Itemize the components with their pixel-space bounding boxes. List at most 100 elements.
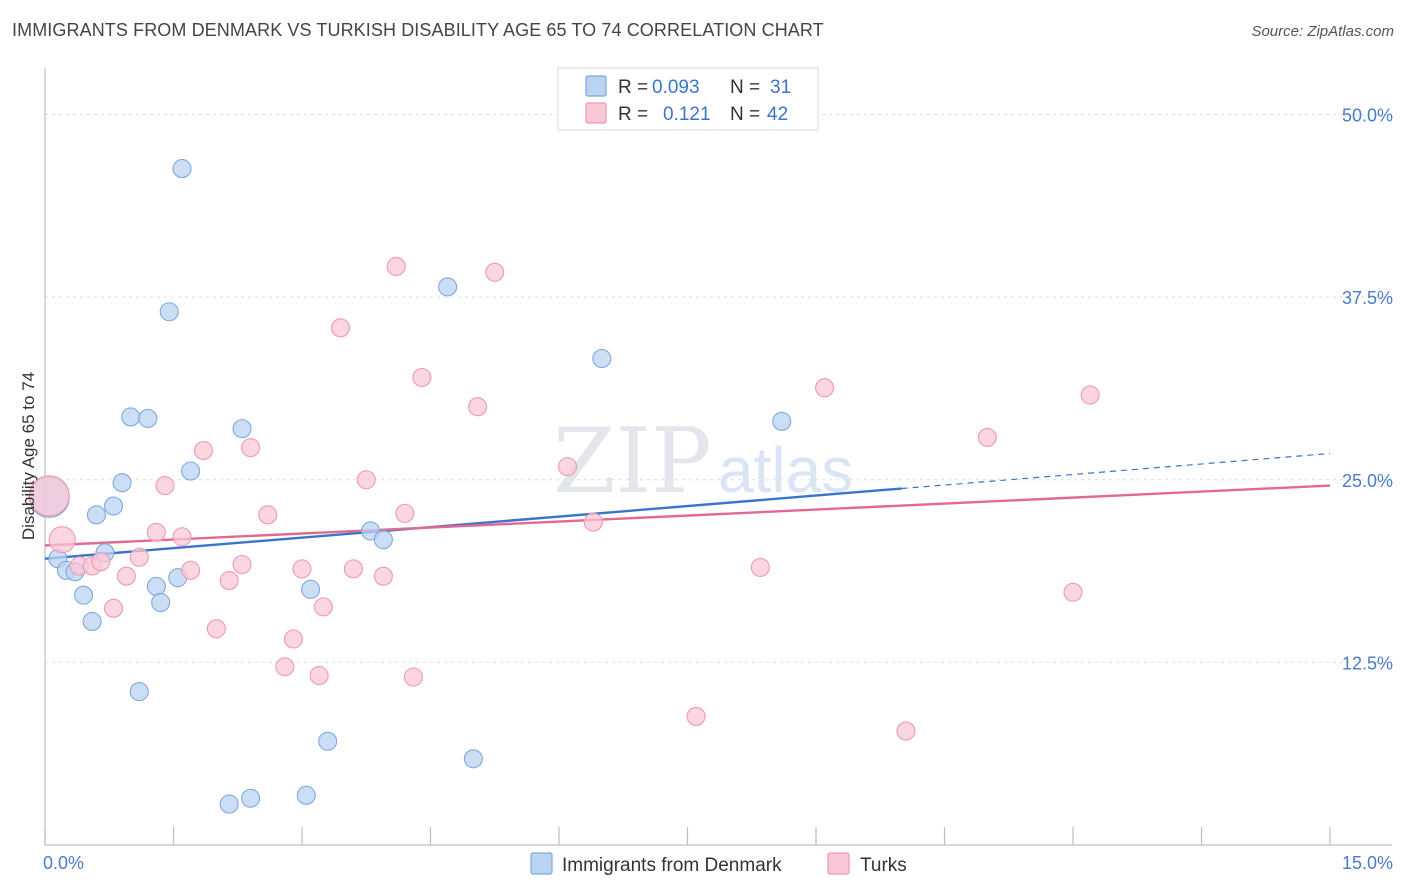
point-denmark-24 (318, 731, 338, 751)
legend-r-label-2: R = (618, 104, 648, 125)
point-turks-9 (155, 476, 175, 496)
point-denmark-17 (172, 159, 192, 179)
point-denmark-29 (592, 348, 612, 369)
legend-n-label-1: N = (730, 77, 760, 98)
point-turks-7 (129, 547, 149, 567)
point-turks-8 (146, 522, 166, 542)
point-turks-17 (258, 505, 278, 525)
legend-r-label-1: R = (618, 77, 648, 98)
bottom-legend-label-denmark: Immigrants from Denmark (562, 855, 782, 876)
point-turks-15 (232, 554, 252, 575)
x-tick-label-1: 15.0% (1342, 853, 1393, 873)
data-points (28, 159, 1100, 814)
legend-n-value-1: 31 (770, 77, 791, 98)
point-turks-16 (241, 438, 261, 458)
point-turks-4 (91, 552, 111, 572)
gridlines (45, 114, 1392, 663)
legend-swatch-denmark (585, 75, 607, 97)
x-tick-label-0: 0.0% (43, 853, 84, 873)
axes (44, 68, 1392, 846)
point-turks-40 (1063, 582, 1083, 602)
legend-n-label-2: N = (730, 104, 760, 125)
point-turks-27 (386, 256, 406, 277)
point-denmark-11 (129, 682, 149, 702)
bottom-legend: Immigrants from Denmark Turks (530, 852, 907, 876)
trend-line-denmark-extension (901, 452, 1331, 490)
point-turks-24 (343, 559, 363, 579)
y-tick-label-2: 37.5% (1342, 288, 1393, 308)
legend: R = 0.093 N = 31 R = 0.121 N = 42 (557, 67, 819, 131)
point-turks-5 (103, 598, 124, 618)
point-denmark-23 (301, 579, 321, 599)
point-turks-21 (309, 665, 329, 686)
point-denmark-26 (373, 530, 393, 550)
point-denmark-15 (159, 302, 179, 322)
point-turks-35 (686, 706, 706, 726)
chart-title: IMMIGRANTS FROM DENMARK VS TURKISH DISAB… (12, 20, 824, 40)
trend-line-turks (44, 484, 1331, 547)
point-turks-26 (373, 566, 393, 586)
trend-line-denmark (44, 487, 902, 560)
point-denmark-7 (103, 496, 124, 516)
source-label: Source: ZipAtlas.com (1251, 23, 1394, 40)
point-turks-14 (219, 571, 239, 591)
y-tick-label-1: 25.0% (1342, 471, 1393, 491)
point-turks-34 (583, 512, 603, 532)
point-turks-0 (28, 475, 70, 517)
point-denmark-14 (151, 592, 171, 613)
point-turks-30 (412, 367, 432, 388)
point-denmark-21 (241, 788, 261, 808)
point-denmark-10 (121, 407, 141, 427)
y-tick-label-0: 12.5% (1342, 653, 1393, 673)
point-turks-25 (356, 470, 376, 490)
y-tick-label-3: 50.0% (1342, 106, 1393, 126)
trend-lines (44, 452, 1331, 560)
legend-swatch-turks (585, 102, 607, 124)
bottom-legend-swatch-turks (827, 852, 850, 875)
point-turks-31 (468, 397, 488, 417)
legend-r-value-2: 0.121 (663, 104, 711, 125)
legend-r-value-1: 0.093 (652, 77, 700, 98)
point-turks-13 (206, 619, 226, 639)
y-axis-label: Disability Age 65 to 74 (19, 372, 38, 540)
point-turks-29 (403, 667, 423, 687)
point-turks-37 (815, 378, 835, 398)
point-denmark-27 (438, 277, 458, 297)
point-turks-1 (48, 526, 76, 554)
point-turks-10 (172, 527, 192, 547)
point-turks-36 (750, 557, 770, 577)
point-turks-23 (330, 318, 351, 338)
point-denmark-19 (219, 794, 239, 814)
bottom-legend-label-turks: Turks (860, 855, 907, 876)
point-turks-19 (283, 629, 303, 649)
point-denmark-6 (86, 505, 106, 525)
point-turks-39 (977, 427, 997, 447)
point-turks-6 (116, 566, 136, 586)
point-turks-33 (558, 457, 578, 477)
point-turks-12 (193, 440, 214, 461)
point-denmark-18 (181, 461, 201, 481)
legend-n-value-2: 42 (767, 104, 788, 125)
watermark: ZIP atlas (553, 409, 853, 514)
point-denmark-28 (463, 749, 483, 769)
point-denmark-13 (146, 576, 166, 596)
watermark-zip: ZIP (553, 409, 712, 514)
tick-labels: 12.5% 25.0% 37.5% 50.0% 0.0% 15.0% (43, 106, 1393, 873)
point-denmark-4 (74, 585, 94, 605)
point-denmark-12 (138, 408, 158, 428)
point-turks-32 (485, 262, 505, 282)
point-turks-18 (275, 657, 295, 677)
point-turks-41 (1080, 385, 1100, 405)
point-turks-20 (292, 559, 312, 579)
point-turks-22 (313, 597, 333, 617)
point-turks-28 (395, 503, 415, 523)
point-denmark-30 (772, 411, 792, 431)
point-denmark-9 (112, 473, 132, 493)
point-turks-38 (896, 721, 916, 741)
point-turks-11 (181, 560, 201, 580)
point-denmark-5 (82, 611, 102, 632)
bottom-legend-swatch-denmark (530, 852, 553, 875)
point-denmark-20 (232, 419, 252, 439)
point-denmark-22 (296, 785, 316, 805)
